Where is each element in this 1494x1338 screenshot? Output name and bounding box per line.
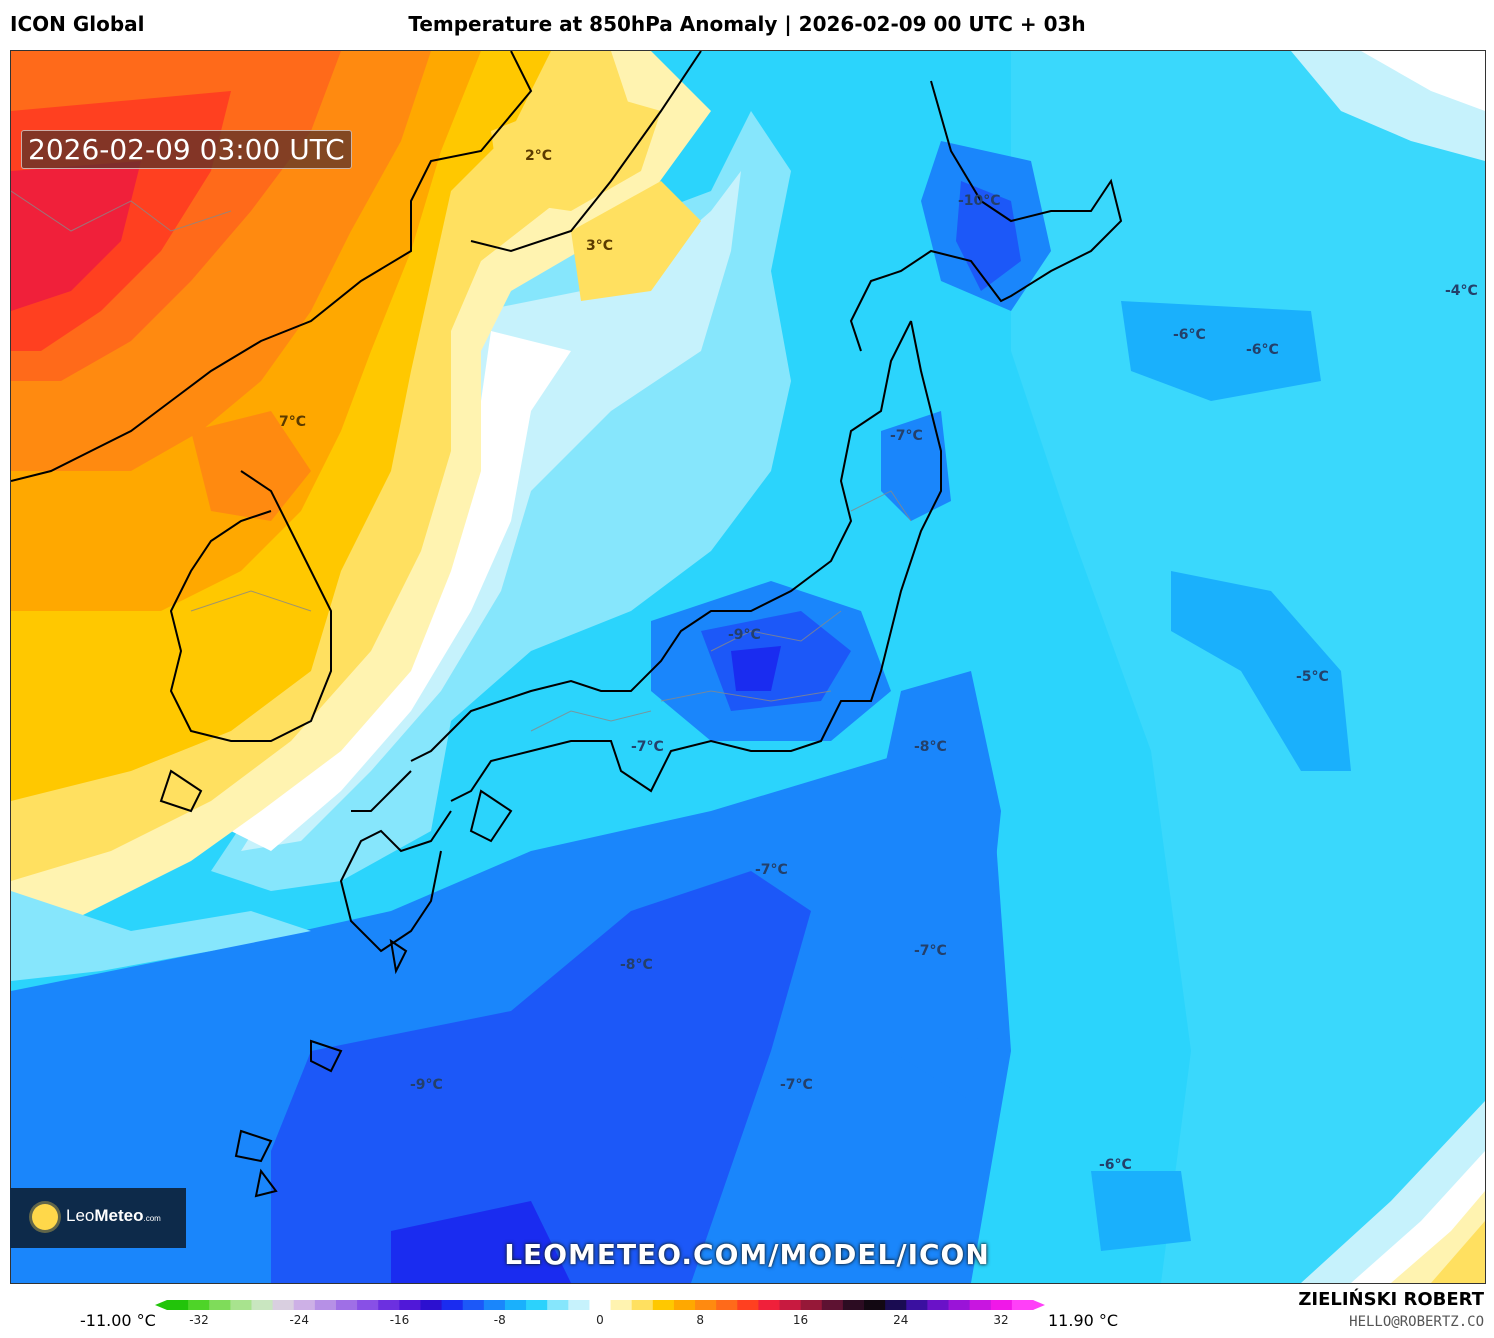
colorbar-swatch (167, 1300, 189, 1310)
temperature-label: -7°C (780, 1077, 813, 1093)
colorbar-swatch (504, 1300, 527, 1310)
temperature-label: -5°C (1296, 669, 1329, 685)
colorbar-tick-label: 24 (893, 1313, 908, 1327)
colorbar-swatch (462, 1300, 485, 1310)
colorbar-swatch (673, 1300, 696, 1310)
author-email[interactable]: HELLO@ROBERTZ.CO (1349, 1314, 1484, 1330)
colorbar-swatch (188, 1300, 210, 1310)
temperature-label: 3°C (586, 238, 614, 254)
colorbar-max-arrow (1033, 1300, 1045, 1310)
colorbar-swatch (779, 1300, 802, 1310)
coastlines (339, 80, 1123, 953)
colorbar-swatch (864, 1300, 886, 1310)
temperature-label: -7°C (914, 943, 947, 959)
colorbar-tick-label: 8 (696, 1313, 704, 1327)
colorbar-swatch (272, 1300, 295, 1310)
temperature-label: -6°C (1099, 1157, 1132, 1173)
colorbar-swatch (610, 1300, 633, 1310)
temperature-label: -8°C (620, 957, 653, 973)
source-watermark: LEOMETEO.COM/MODEL/ICON (504, 1238, 990, 1271)
colorbar-swatch (842, 1300, 865, 1310)
colorbar-swatch (948, 1300, 971, 1310)
colorbar-swatch (357, 1300, 379, 1310)
temperature-label: 2°C (525, 148, 553, 164)
leometeo-logo[interactable]: LeoMeteo.com (10, 1188, 186, 1248)
author-credit: ZIELIŃSKI ROBERT (1298, 1289, 1484, 1310)
temperature-label: -8°C (914, 739, 947, 755)
colorbar-swatch (800, 1300, 823, 1310)
colorbar-swatch (906, 1300, 928, 1310)
temperature-label: -6°C (1173, 327, 1206, 343)
colorbar-swatch (568, 1300, 590, 1310)
logo-text: LeoMeteo.com (66, 1206, 161, 1225)
temperature-label: 7°C (279, 414, 307, 430)
temperature-label: -9°C (728, 627, 761, 643)
colorbar-swatch (378, 1300, 400, 1310)
temperature-label: -10°C (958, 193, 1001, 209)
colorbar-swatch (547, 1300, 569, 1310)
temperature-label: -7°C (890, 428, 923, 444)
colorbar-swatch (314, 1300, 337, 1310)
colorbar-swatch (293, 1300, 316, 1310)
temperature-anomaly-field (11, 51, 1485, 1283)
colorbar-swatch (652, 1300, 675, 1310)
colorbar-swatch (483, 1300, 506, 1310)
map-title: Temperature at 850hPa Anomaly | 2026-02-… (408, 12, 1086, 36)
colorbar-tick-label: -16 (390, 1313, 410, 1327)
temperature-label: -4°C (1445, 283, 1478, 299)
colorbar: -32 -24 -16 -8 0 8 16 24 32 (155, 1300, 1045, 1327)
colorbar-swatch (526, 1300, 548, 1310)
colorbar-min-arrow (155, 1300, 167, 1310)
colorbar-tick-label: 0 (596, 1313, 604, 1327)
temperature-label: -6°C (1246, 342, 1279, 358)
temperature-label: -9°C (410, 1077, 443, 1093)
colorbar-swatch (927, 1300, 950, 1310)
map-panel[interactable]: 2026-02-09 03:00 UTC 2°C 3°C -10°C -4°C … (10, 50, 1486, 1284)
colorbar-swatch (631, 1300, 654, 1310)
temperature-label: -7°C (755, 862, 788, 878)
colorbar-tick-label: -32 (189, 1313, 209, 1327)
colorbar-tick-label: -24 (289, 1313, 309, 1327)
colorbar-swatch (758, 1300, 781, 1310)
colorbar-swatch (209, 1300, 231, 1310)
colorbar-swatch (1011, 1300, 1034, 1310)
colorbar-swatch (990, 1300, 1013, 1310)
colorbar-tick-label: 32 (993, 1313, 1008, 1327)
colorbar-swatch (885, 1300, 907, 1310)
colorbar-swatch (589, 1300, 612, 1310)
colorbar-swatch (969, 1300, 992, 1310)
colorbar-swatch (716, 1300, 738, 1310)
colorbar-swatch (695, 1300, 717, 1310)
colorbar-tick-label: 16 (793, 1313, 808, 1327)
model-name: ICON Global (10, 12, 145, 36)
colorbar-tick-label: -8 (494, 1313, 506, 1327)
colorbar-swatch (399, 1300, 421, 1310)
colorbar-swatch (441, 1300, 464, 1310)
colorbar-swatch (335, 1300, 358, 1310)
colorbar-min-label: -11.00 °C (80, 1311, 156, 1330)
colorbar-swatch (420, 1300, 443, 1310)
colorbar-max-label: 11.90 °C (1048, 1311, 1119, 1330)
colorbar-swatch (230, 1300, 252, 1310)
valid-time-badge: 2026-02-09 03:00 UTC (21, 130, 352, 169)
colorbar-swatch (251, 1300, 274, 1310)
colorbar-swatch (737, 1300, 759, 1310)
sun-icon (32, 1204, 58, 1230)
colorbar-swatch (821, 1300, 844, 1310)
temperature-label: -7°C (631, 739, 664, 755)
